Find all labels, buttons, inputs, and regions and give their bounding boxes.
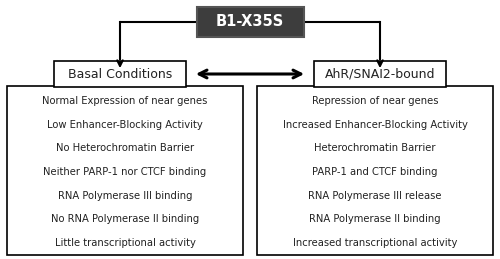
Text: Normal Expression of near genes: Normal Expression of near genes: [42, 96, 207, 106]
Text: No RNA Polymerase II binding: No RNA Polymerase II binding: [51, 214, 199, 224]
FancyBboxPatch shape: [7, 86, 243, 255]
Text: Increased Enhancer-Blocking Activity: Increased Enhancer-Blocking Activity: [282, 120, 468, 130]
Text: RNA Polymerase III binding: RNA Polymerase III binding: [58, 191, 192, 201]
Text: Repression of near genes: Repression of near genes: [312, 96, 438, 106]
Text: Heterochromatin Barrier: Heterochromatin Barrier: [314, 143, 436, 153]
Text: PARP-1 and CTCF binding: PARP-1 and CTCF binding: [312, 167, 438, 177]
Text: RNA Polymerase II binding: RNA Polymerase II binding: [309, 214, 441, 224]
Text: RNA Polymerase III release: RNA Polymerase III release: [308, 191, 442, 201]
Text: No Heterochromatin Barrier: No Heterochromatin Barrier: [56, 143, 194, 153]
FancyBboxPatch shape: [196, 7, 304, 37]
Text: Low Enhancer-Blocking Activity: Low Enhancer-Blocking Activity: [47, 120, 203, 130]
Text: Basal Conditions: Basal Conditions: [68, 68, 172, 81]
Text: Neither PARP-1 nor CTCF binding: Neither PARP-1 nor CTCF binding: [44, 167, 206, 177]
FancyBboxPatch shape: [54, 61, 186, 87]
FancyBboxPatch shape: [314, 61, 446, 87]
Text: Increased transcriptional activity: Increased transcriptional activity: [293, 238, 457, 248]
FancyBboxPatch shape: [257, 86, 493, 255]
Text: B1-X35S: B1-X35S: [216, 15, 284, 30]
Text: AhR/SNAI2-bound: AhR/SNAI2-bound: [325, 68, 435, 81]
Text: Little transcriptional activity: Little transcriptional activity: [54, 238, 196, 248]
